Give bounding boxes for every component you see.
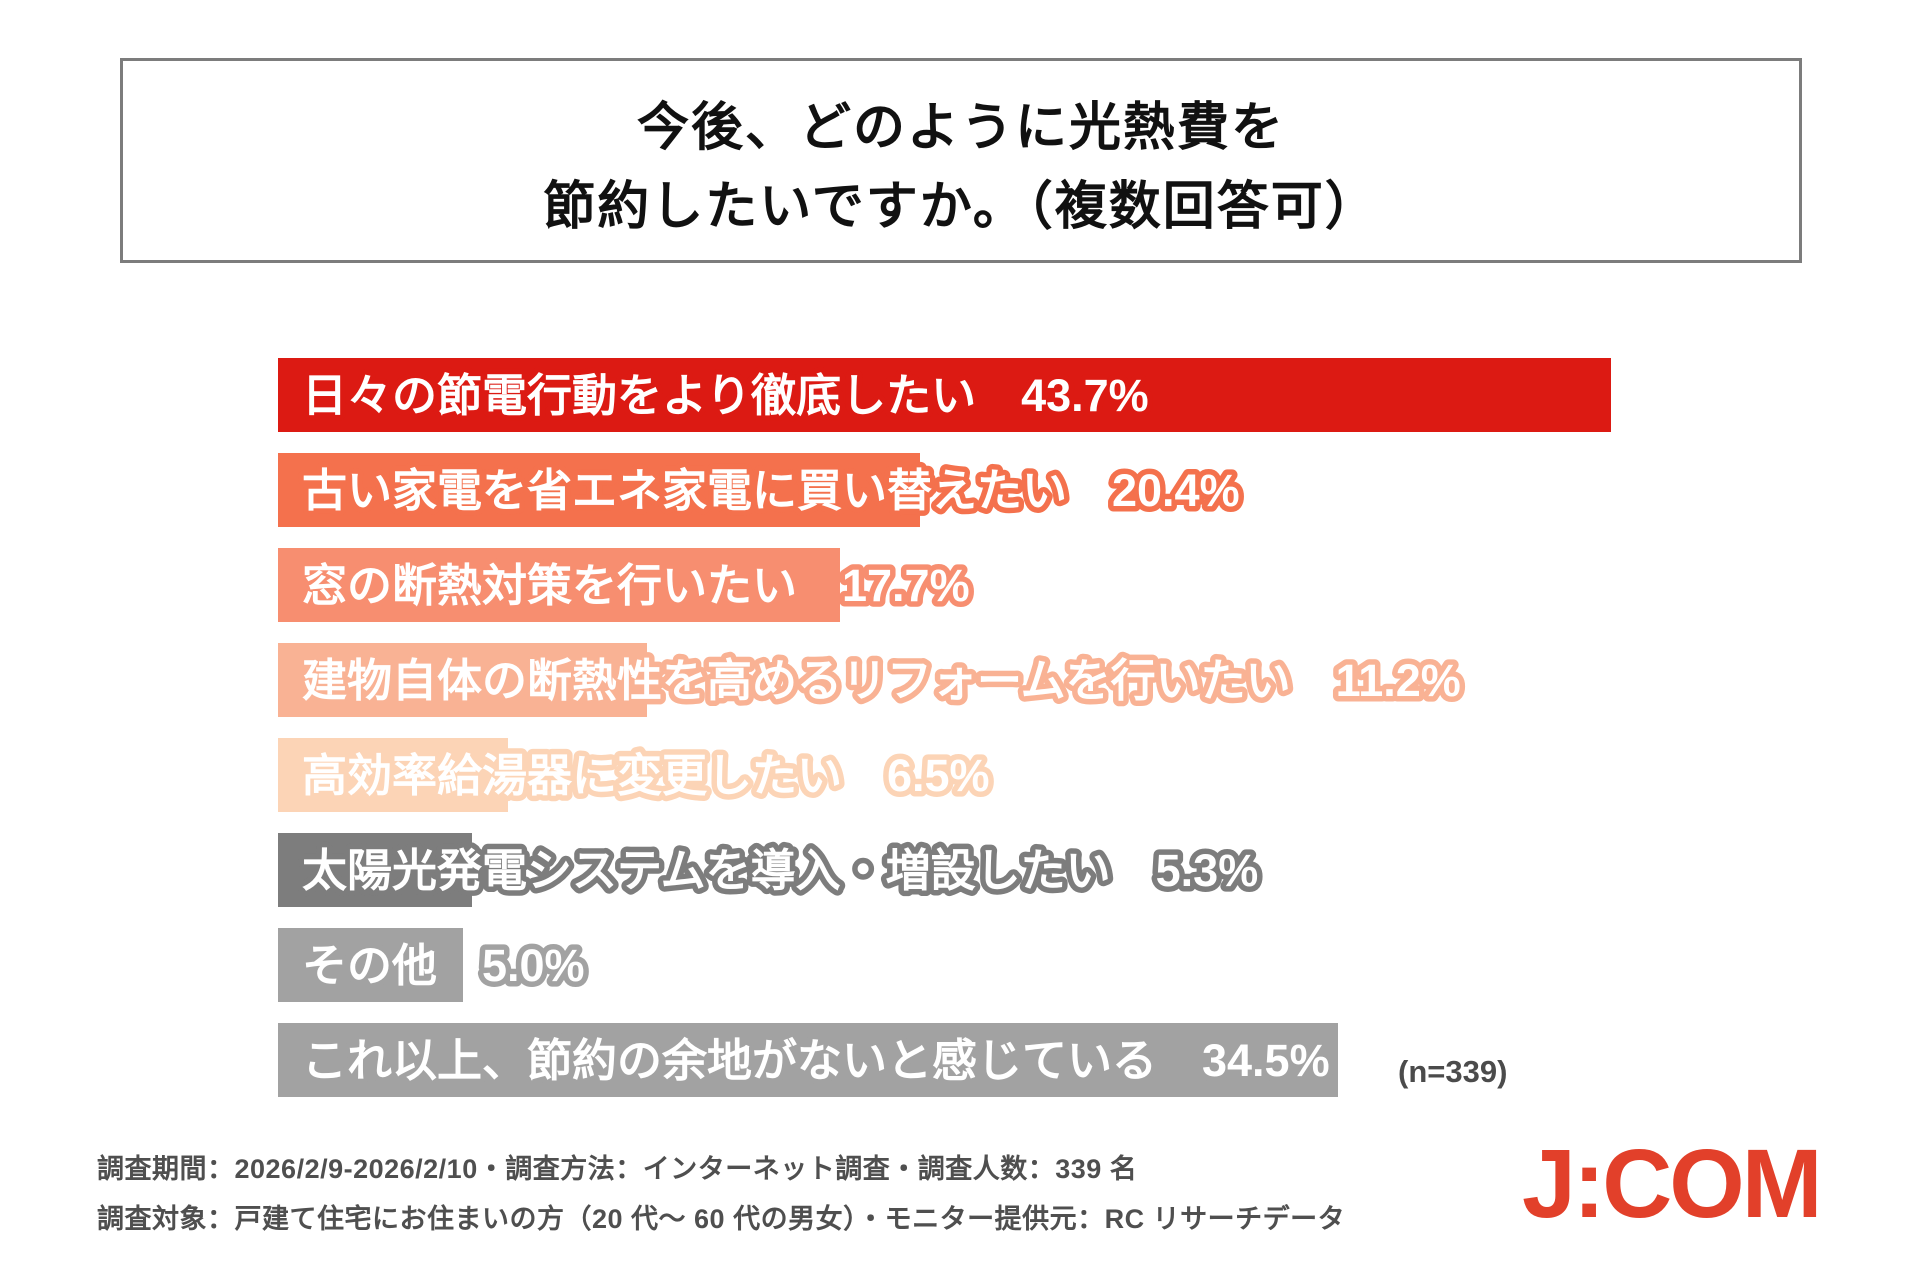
bar-label: その他 5.0% xyxy=(302,940,585,991)
bars: 日々の節電行動をより徹底したい 43.7% 古い家電を省エネ家電に買い替えたい … xyxy=(278,358,1858,1118)
survey-footnote: 調査期間：2026/2/9-2026/2/10・調査方法：インターネット調査・調… xyxy=(97,1144,1397,1244)
page-title-line-1: 今後、どのように光熱費を xyxy=(636,99,1285,157)
bar-fill xyxy=(278,738,508,812)
bar-row: 建物自体の断熱性を高めるリフォームを行いたい 11.2% xyxy=(278,643,1858,717)
bar-fill xyxy=(278,833,472,907)
bar-label: 古い家電を省エネ家電に買い替えたい 20.4% xyxy=(302,465,1240,516)
survey-target-line: 調査対象：戸建て住宅にお住まいの方（20 代～ 60 代の男女）・モニター提供元… xyxy=(97,1204,1346,1234)
bar-fill xyxy=(278,1023,1338,1097)
bar-svg: これ以上、節約の余地がないと感じている 34.5% xyxy=(278,1023,1338,1097)
bar-fill xyxy=(278,928,463,1002)
bar-svg: 古い家電を省エネ家電に買い替えたい 20.4% xyxy=(278,453,1245,527)
bar-label: これ以上、節約の余地がないと感じている 34.5% xyxy=(302,1035,1330,1086)
bar-row: 窓の断熱対策を行いたい 17.7% xyxy=(278,548,1858,622)
bar-svg: 建物自体の断熱性を高めるリフォームを行いたい 11.2% xyxy=(278,643,1466,717)
bar-label: 日々の節電行動をより徹底したい 43.7% xyxy=(302,370,1149,421)
bar-label: 建物自体の断熱性を高めるリフォームを行いたい 11.2% xyxy=(302,655,1461,706)
page-title-line-2: 節約したいですか。（複数回答可） xyxy=(543,178,1379,236)
bar-label: 高効率給湯器に変更したい 6.5% xyxy=(302,750,990,801)
bar-label: 窓の断熱対策を行いたい 17.7% xyxy=(302,560,970,611)
bar-svg: 日々の節電行動をより徹底したい 43.7% xyxy=(278,358,1611,432)
bar-fill xyxy=(278,358,1611,432)
sample-size-note: (n=339) xyxy=(1398,1054,1508,1089)
jcom-logo: J:COM xyxy=(1522,1129,1823,1238)
bar-row: 日々の節電行動をより徹底したい 43.7% xyxy=(278,358,1858,432)
bar-row: その他 5.0% xyxy=(278,928,1858,1002)
bar-fill xyxy=(278,453,920,527)
title-box: 今後、どのように光熱費を 節約したいですか。（複数回答可） xyxy=(120,58,1802,263)
bar-svg: 高効率給湯器に変更したい 6.5% xyxy=(278,738,995,812)
bar-row: 高効率給湯器に変更したい 6.5% xyxy=(278,738,1858,812)
bar-row: 古い家電を省エネ家電に買い替えたい 20.4% xyxy=(278,453,1858,527)
bar-label: 太陽光発電システムを導入・増設したい 5.3% xyxy=(302,845,1258,896)
bar-fill xyxy=(278,643,647,717)
bar-row: 太陽光発電システムを導入・増設したい 5.3% xyxy=(278,833,1858,907)
bar-svg: 窓の断熱対策を行いたい 17.7% xyxy=(278,548,975,622)
survey-period-line: 調査期間：2026/2/9-2026/2/10・調査方法：インターネット調査・調… xyxy=(97,1154,1138,1184)
bar-fill xyxy=(278,548,840,622)
bar-row: これ以上、節約の余地がないと感じている 34.5% xyxy=(278,1023,1858,1097)
bar-svg: その他 5.0% xyxy=(278,928,590,1002)
bar-svg: 太陽光発電システムを導入・増設したい 5.3% xyxy=(278,833,1264,907)
